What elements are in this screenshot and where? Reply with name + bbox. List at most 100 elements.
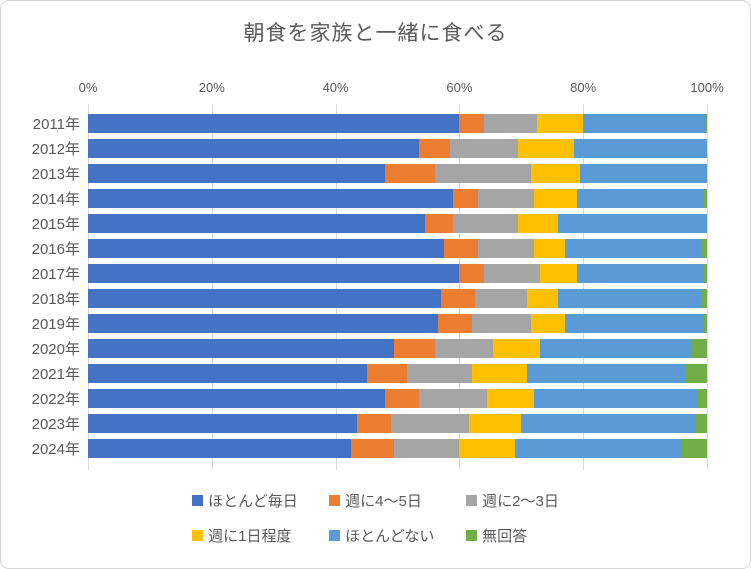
legend-marker-icon <box>329 530 341 541</box>
y-axis-category-label: 2019年 <box>31 316 80 333</box>
legend-row: 週に1日程度 ほとんどない 無回答 <box>192 522 559 549</box>
y-axis-category-label: 2020年 <box>31 341 80 358</box>
bar-segment <box>453 214 519 233</box>
bar-segment <box>697 389 707 408</box>
x-axis-tick-label: 60% <box>446 80 473 95</box>
bar-segment <box>558 214 707 233</box>
y-axis-category-label: 2018年 <box>31 291 80 308</box>
legend-item: 週に2～3日 <box>466 490 559 511</box>
y-axis-category-label: 2017年 <box>31 266 80 283</box>
bar-segment <box>539 264 577 283</box>
legend-marker-icon <box>192 495 204 506</box>
bar-segment <box>419 389 488 408</box>
bar-track <box>88 214 707 233</box>
bar-segment <box>88 214 426 233</box>
legend-item: 無回答 <box>466 525 527 546</box>
bar-segment <box>484 114 537 133</box>
y-axis-category-label: 2013年 <box>31 166 80 183</box>
bar-segment <box>88 164 386 183</box>
bar-segment <box>487 389 534 408</box>
bar-segment <box>536 114 584 133</box>
bar-segment <box>518 214 559 233</box>
y-axis-category-label: 2022年 <box>31 391 80 408</box>
bar-row: 2016年 <box>1 236 750 261</box>
bar-segment <box>700 239 707 258</box>
x-axis-tick-label: 100% <box>690 80 724 95</box>
bar-segment <box>459 439 516 458</box>
bar-segment <box>450 139 519 158</box>
bar-row: 2012年 <box>1 136 750 161</box>
gridline <box>335 104 337 470</box>
gridlines <box>88 104 708 470</box>
bar-segment <box>515 439 683 458</box>
legend-row: ほとんど毎日 週に4～5日 週に2～3日 <box>192 487 559 514</box>
legend-label: ほとんど毎日 <box>208 493 298 510</box>
bar-row: 2014年 <box>1 186 750 211</box>
bar-segment <box>533 189 577 208</box>
bar-row: 2024年 <box>1 436 750 461</box>
bar-segment <box>518 139 574 158</box>
bar-segment <box>573 139 707 158</box>
bar-segment <box>88 314 438 333</box>
bar-segment <box>88 239 444 258</box>
legend-marker-icon <box>466 530 478 541</box>
bar-segment <box>700 289 707 308</box>
bar-segment <box>533 239 565 258</box>
bar-segment <box>394 339 435 358</box>
bar-segment <box>521 414 695 433</box>
bar-segment <box>564 314 704 333</box>
bar-track <box>88 389 707 408</box>
bar-segment <box>88 189 454 208</box>
y-axis-category-label: 2012年 <box>31 141 80 158</box>
bar-segment <box>391 414 469 433</box>
x-axis-tick-label: 0% <box>78 80 98 95</box>
bar-segment <box>88 114 460 133</box>
legend-label: 週に2～3日 <box>482 493 559 510</box>
bar-segment <box>493 339 540 358</box>
bar-segment <box>576 264 704 283</box>
bar-segment <box>539 339 692 358</box>
bar-segment <box>691 339 707 358</box>
bar-track <box>88 289 707 308</box>
bar-segment <box>685 364 707 383</box>
bar-segment <box>530 314 565 333</box>
bar-segment <box>474 289 528 308</box>
bar-row: 2019年 <box>1 311 750 336</box>
bar-segment <box>88 289 441 308</box>
bar-track <box>88 264 707 283</box>
bar-segment <box>703 189 707 208</box>
chart-title: 朝食を家族と一緒に食べる <box>243 22 508 45</box>
bar-segment <box>705 114 707 133</box>
bar-segment <box>88 139 420 158</box>
bar-segment <box>459 114 485 133</box>
bar-segment <box>558 289 701 308</box>
bar-segment <box>88 339 395 358</box>
bar-track <box>88 239 707 258</box>
bar-segment <box>419 139 451 158</box>
bar-track <box>88 114 707 133</box>
legend-item: 週に4～5日 <box>329 490 422 511</box>
bar-row: 2020年 <box>1 336 750 361</box>
bar-segment <box>88 364 367 383</box>
bar-row: 2011年 <box>1 111 750 136</box>
legend-label: 週に4～5日 <box>345 493 422 510</box>
legend-item: 週に1日程度 <box>192 525 292 546</box>
bar-row: 2021年 <box>1 361 750 386</box>
bar-segment <box>477 239 534 258</box>
gridline <box>88 104 89 470</box>
bar-track <box>88 414 707 433</box>
bar-segment <box>394 439 460 458</box>
gridline <box>583 104 585 470</box>
bar-segment <box>453 189 478 208</box>
bar-segment <box>694 414 707 433</box>
bar-row: 2023年 <box>1 411 750 436</box>
bar-segment <box>583 114 706 133</box>
bar-track <box>88 364 707 383</box>
x-axis: 0% 20% 40% 60% 80% 100% <box>79 75 724 95</box>
bar-row: 2017年 <box>1 261 750 286</box>
legend-item: ほとんど毎日 <box>192 490 298 511</box>
legend-marker-icon <box>192 530 204 541</box>
bar-segment <box>385 389 420 408</box>
bar-row: 2015年 <box>1 211 750 236</box>
